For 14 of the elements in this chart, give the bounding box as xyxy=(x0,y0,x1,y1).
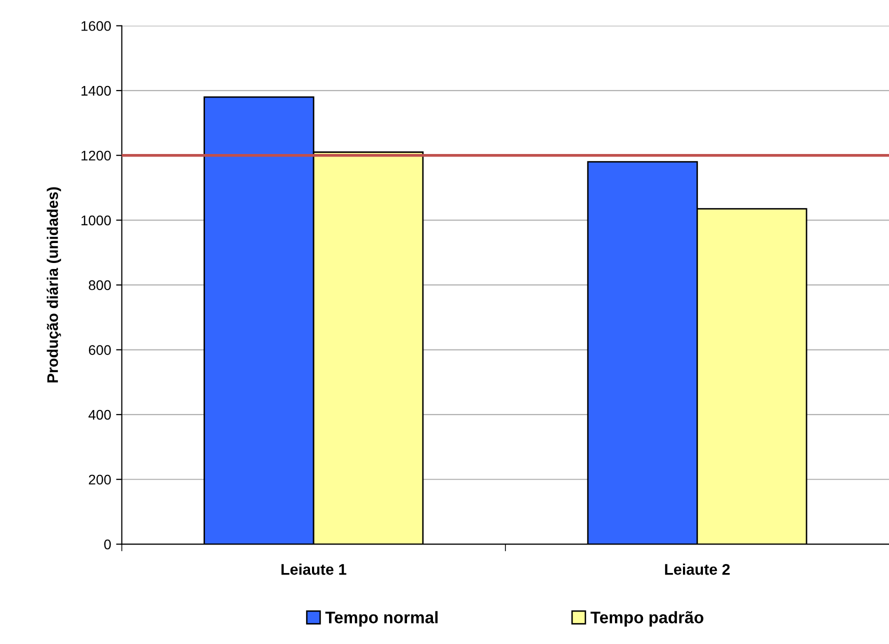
x-tick-label: Leiaute 2 xyxy=(665,564,730,575)
y-tick-label: 1600 xyxy=(82,21,111,31)
y-tick-label: 400 xyxy=(88,410,111,420)
y-tick-label: 1400 xyxy=(82,86,111,96)
y-tick-label: 800 xyxy=(88,280,111,290)
legend-label: Tempo padrão xyxy=(590,611,704,627)
y-tick-label: 0 xyxy=(104,540,111,550)
y-tick-label: 1000 xyxy=(82,216,111,226)
y-tick-label: 200 xyxy=(88,474,111,485)
y-tick-label: 600 xyxy=(88,345,111,355)
x-tick-label: Leiaute 1 xyxy=(282,564,346,575)
y-tick-label: 1200 xyxy=(82,150,111,161)
legend-label: Tempo normal xyxy=(325,611,438,627)
y-axis-title: Produção diária (unidades) xyxy=(46,187,62,382)
